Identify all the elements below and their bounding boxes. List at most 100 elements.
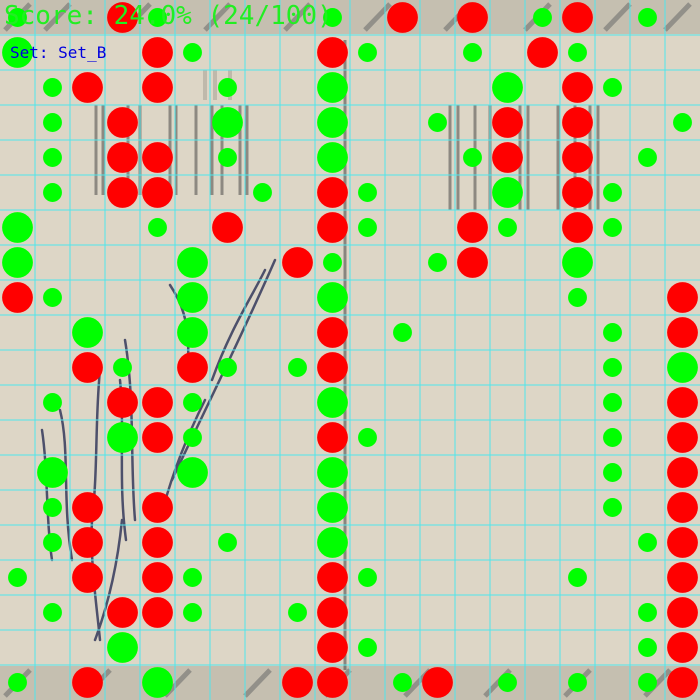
miss-marker bbox=[317, 422, 348, 453]
hit-marker bbox=[43, 498, 62, 517]
hit-marker bbox=[317, 492, 348, 523]
hit-marker bbox=[72, 317, 103, 348]
miss-marker bbox=[667, 422, 698, 453]
miss-marker bbox=[317, 632, 348, 663]
hit-marker bbox=[183, 603, 202, 622]
hit-marker bbox=[638, 533, 657, 552]
miss-marker bbox=[457, 247, 488, 278]
hit-marker bbox=[177, 457, 208, 488]
miss-marker bbox=[457, 212, 488, 243]
hit-marker bbox=[253, 183, 272, 202]
miss-marker bbox=[667, 457, 698, 488]
hit-marker bbox=[37, 457, 68, 488]
hit-marker bbox=[323, 253, 342, 272]
miss-marker bbox=[107, 597, 138, 628]
hit-marker bbox=[142, 667, 173, 698]
hit-marker bbox=[43, 393, 62, 412]
hit-marker bbox=[177, 247, 208, 278]
miss-marker bbox=[317, 317, 348, 348]
hit-marker bbox=[317, 72, 348, 103]
hit-marker bbox=[8, 673, 27, 692]
hit-marker bbox=[603, 358, 622, 377]
miss-marker bbox=[667, 317, 698, 348]
hit-marker bbox=[638, 673, 657, 692]
miss-marker bbox=[107, 142, 138, 173]
hit-marker bbox=[218, 148, 237, 167]
miss-marker bbox=[142, 492, 173, 523]
miss-marker bbox=[317, 597, 348, 628]
miss-marker bbox=[562, 107, 593, 138]
hit-marker bbox=[317, 387, 348, 418]
hit-marker bbox=[177, 317, 208, 348]
miss-marker bbox=[492, 107, 523, 138]
set-label: Set: Set_B bbox=[10, 43, 107, 62]
miss-marker bbox=[72, 562, 103, 593]
miss-marker bbox=[492, 142, 523, 173]
hit-marker bbox=[288, 603, 307, 622]
miss-marker bbox=[667, 387, 698, 418]
miss-marker bbox=[422, 667, 453, 698]
hit-marker bbox=[603, 183, 622, 202]
miss-marker bbox=[562, 142, 593, 173]
miss-marker bbox=[212, 212, 243, 243]
hit-marker bbox=[638, 603, 657, 622]
hit-marker bbox=[317, 282, 348, 313]
hit-marker bbox=[603, 428, 622, 447]
hit-marker bbox=[638, 638, 657, 657]
hit-marker bbox=[43, 533, 62, 552]
hit-marker bbox=[218, 78, 237, 97]
hit-marker bbox=[463, 148, 482, 167]
hit-marker bbox=[107, 422, 138, 453]
miss-marker bbox=[72, 352, 103, 383]
hit-marker bbox=[218, 358, 237, 377]
hit-marker bbox=[568, 43, 587, 62]
miss-marker bbox=[72, 667, 103, 698]
hit-marker bbox=[498, 218, 517, 237]
miss-marker bbox=[562, 72, 593, 103]
miss-marker bbox=[142, 37, 173, 68]
miss-marker bbox=[667, 597, 698, 628]
miss-marker bbox=[282, 667, 313, 698]
miss-marker bbox=[72, 492, 103, 523]
miss-marker bbox=[2, 282, 33, 313]
hit-marker bbox=[148, 8, 167, 27]
miss-marker bbox=[142, 597, 173, 628]
hit-marker bbox=[667, 352, 698, 383]
miss-marker bbox=[317, 212, 348, 243]
hit-marker bbox=[562, 247, 593, 278]
miss-marker bbox=[317, 37, 348, 68]
miss-marker bbox=[142, 527, 173, 558]
hit-marker bbox=[43, 183, 62, 202]
hit-marker bbox=[317, 457, 348, 488]
hit-marker bbox=[183, 428, 202, 447]
miss-marker bbox=[667, 527, 698, 558]
hit-marker bbox=[603, 463, 622, 482]
miss-marker bbox=[142, 387, 173, 418]
miss-marker bbox=[107, 2, 138, 33]
hit-marker bbox=[603, 323, 622, 342]
hit-marker bbox=[2, 212, 33, 243]
miss-marker bbox=[562, 212, 593, 243]
miss-marker bbox=[177, 352, 208, 383]
hit-marker bbox=[2, 37, 33, 68]
miss-marker bbox=[527, 37, 558, 68]
hit-marker bbox=[183, 393, 202, 412]
hit-marker bbox=[603, 78, 622, 97]
hit-marker bbox=[317, 142, 348, 173]
hit-marker bbox=[533, 8, 552, 27]
hit-marker bbox=[8, 568, 27, 587]
miss-marker bbox=[387, 2, 418, 33]
hit-marker bbox=[603, 393, 622, 412]
miss-marker bbox=[667, 492, 698, 523]
hit-marker bbox=[317, 107, 348, 138]
hit-marker bbox=[428, 113, 447, 132]
miss-marker bbox=[317, 562, 348, 593]
hit-marker bbox=[492, 177, 523, 208]
hit-marker bbox=[568, 568, 587, 587]
miss-marker bbox=[317, 177, 348, 208]
hit-marker bbox=[568, 288, 587, 307]
